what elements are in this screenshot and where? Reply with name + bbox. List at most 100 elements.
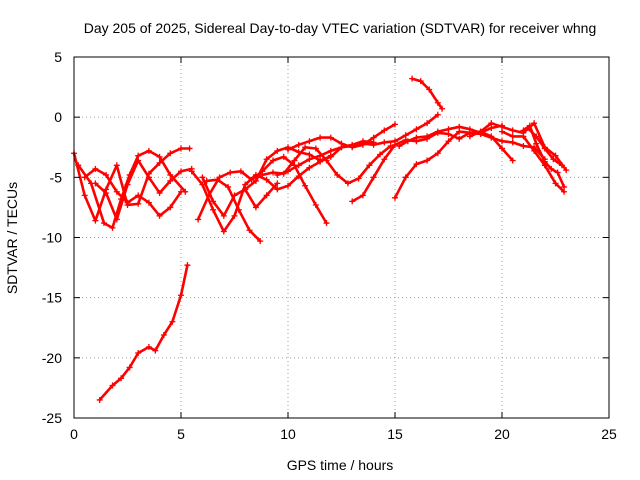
data-point <box>456 123 463 130</box>
data-point <box>488 134 495 141</box>
data-point <box>417 78 424 85</box>
data-point <box>188 168 195 175</box>
data-point <box>434 150 441 157</box>
data-point <box>424 133 431 140</box>
data-point <box>466 133 473 140</box>
x-axis-label: GPS time / hours <box>287 457 394 473</box>
data-point <box>533 133 540 140</box>
y-axis-label: SDTVAR / TECUs <box>4 182 20 294</box>
series-track-15 <box>392 128 548 201</box>
data-point <box>186 145 193 152</box>
x-tick-label: 0 <box>70 426 78 442</box>
data-point <box>550 156 557 163</box>
series-line <box>83 167 183 218</box>
data-point <box>270 157 277 164</box>
data-point <box>552 180 559 187</box>
series-line <box>98 263 189 402</box>
data-point <box>327 134 334 141</box>
data-point <box>135 192 142 199</box>
data-point <box>100 220 107 227</box>
data-point <box>520 127 527 134</box>
data-point <box>381 139 388 146</box>
data-point <box>477 128 484 135</box>
data-point <box>392 141 398 148</box>
data-point <box>92 180 99 187</box>
data-point <box>237 168 244 175</box>
data-point <box>563 167 570 174</box>
data-point <box>252 204 259 211</box>
data-point <box>520 133 527 140</box>
data-point <box>210 206 217 213</box>
x-tick-label: 20 <box>494 426 510 442</box>
data-point <box>355 175 362 182</box>
data-point <box>109 224 116 231</box>
data-point <box>178 145 184 152</box>
series-line <box>190 154 333 233</box>
data-point <box>509 157 516 164</box>
data-point <box>135 200 142 207</box>
data-point <box>541 158 548 165</box>
data-point <box>152 347 159 354</box>
series-line <box>350 130 515 203</box>
x-tick-label: 25 <box>601 426 617 442</box>
data-point <box>135 157 142 164</box>
data-point <box>103 171 110 178</box>
data-point <box>92 217 99 224</box>
data-point <box>327 147 334 154</box>
series-track-21 <box>524 124 565 169</box>
data-point <box>509 127 516 134</box>
data-point <box>227 169 234 176</box>
data-point <box>103 189 110 196</box>
data-point <box>338 140 345 147</box>
data-point <box>235 206 242 213</box>
data-point <box>124 181 131 188</box>
data-point <box>135 350 142 357</box>
data-point <box>126 364 133 371</box>
data-point <box>81 174 88 181</box>
data-point <box>92 165 99 172</box>
y-tick-labels: -25 -20 -15 -10 -5 0 5 <box>42 49 62 426</box>
data-point <box>259 171 266 178</box>
data-point <box>109 382 116 389</box>
data-point <box>541 145 548 152</box>
data-point <box>96 396 103 403</box>
series-track-5 <box>96 262 191 403</box>
data-point <box>392 121 398 128</box>
series-track-16 <box>396 122 505 150</box>
x-tick-label: 15 <box>387 426 403 442</box>
data-point <box>145 199 152 206</box>
data-point <box>520 143 527 150</box>
series-line <box>468 121 568 172</box>
data-point <box>370 134 377 141</box>
data-point <box>263 176 270 183</box>
x-tick-label: 5 <box>177 426 185 442</box>
data-point <box>499 145 505 152</box>
data-point <box>184 262 191 269</box>
data-point <box>295 141 302 148</box>
series-line <box>94 159 193 221</box>
y-tick-label: -5 <box>50 169 63 185</box>
data-point <box>366 162 373 169</box>
data-point <box>524 124 531 131</box>
series-track-2 <box>75 147 189 231</box>
data-point <box>552 152 559 159</box>
data-point <box>349 144 356 151</box>
axis-ticks <box>73 56 610 419</box>
data-point <box>509 139 516 146</box>
data-point <box>344 180 351 187</box>
y-tick-label: 0 <box>54 109 62 125</box>
data-point <box>178 188 184 195</box>
data-point <box>291 157 298 164</box>
grid-lines <box>74 57 609 418</box>
data-point <box>274 171 281 178</box>
data-point <box>167 177 174 184</box>
y-tick-label: -15 <box>42 290 62 306</box>
data-point <box>220 228 227 235</box>
data-point <box>381 127 388 134</box>
data-point <box>327 153 334 160</box>
y-tick-label: -20 <box>42 350 62 366</box>
data-point <box>178 292 184 299</box>
data-point <box>323 157 330 164</box>
data-point <box>561 183 568 190</box>
data-point <box>404 138 411 145</box>
